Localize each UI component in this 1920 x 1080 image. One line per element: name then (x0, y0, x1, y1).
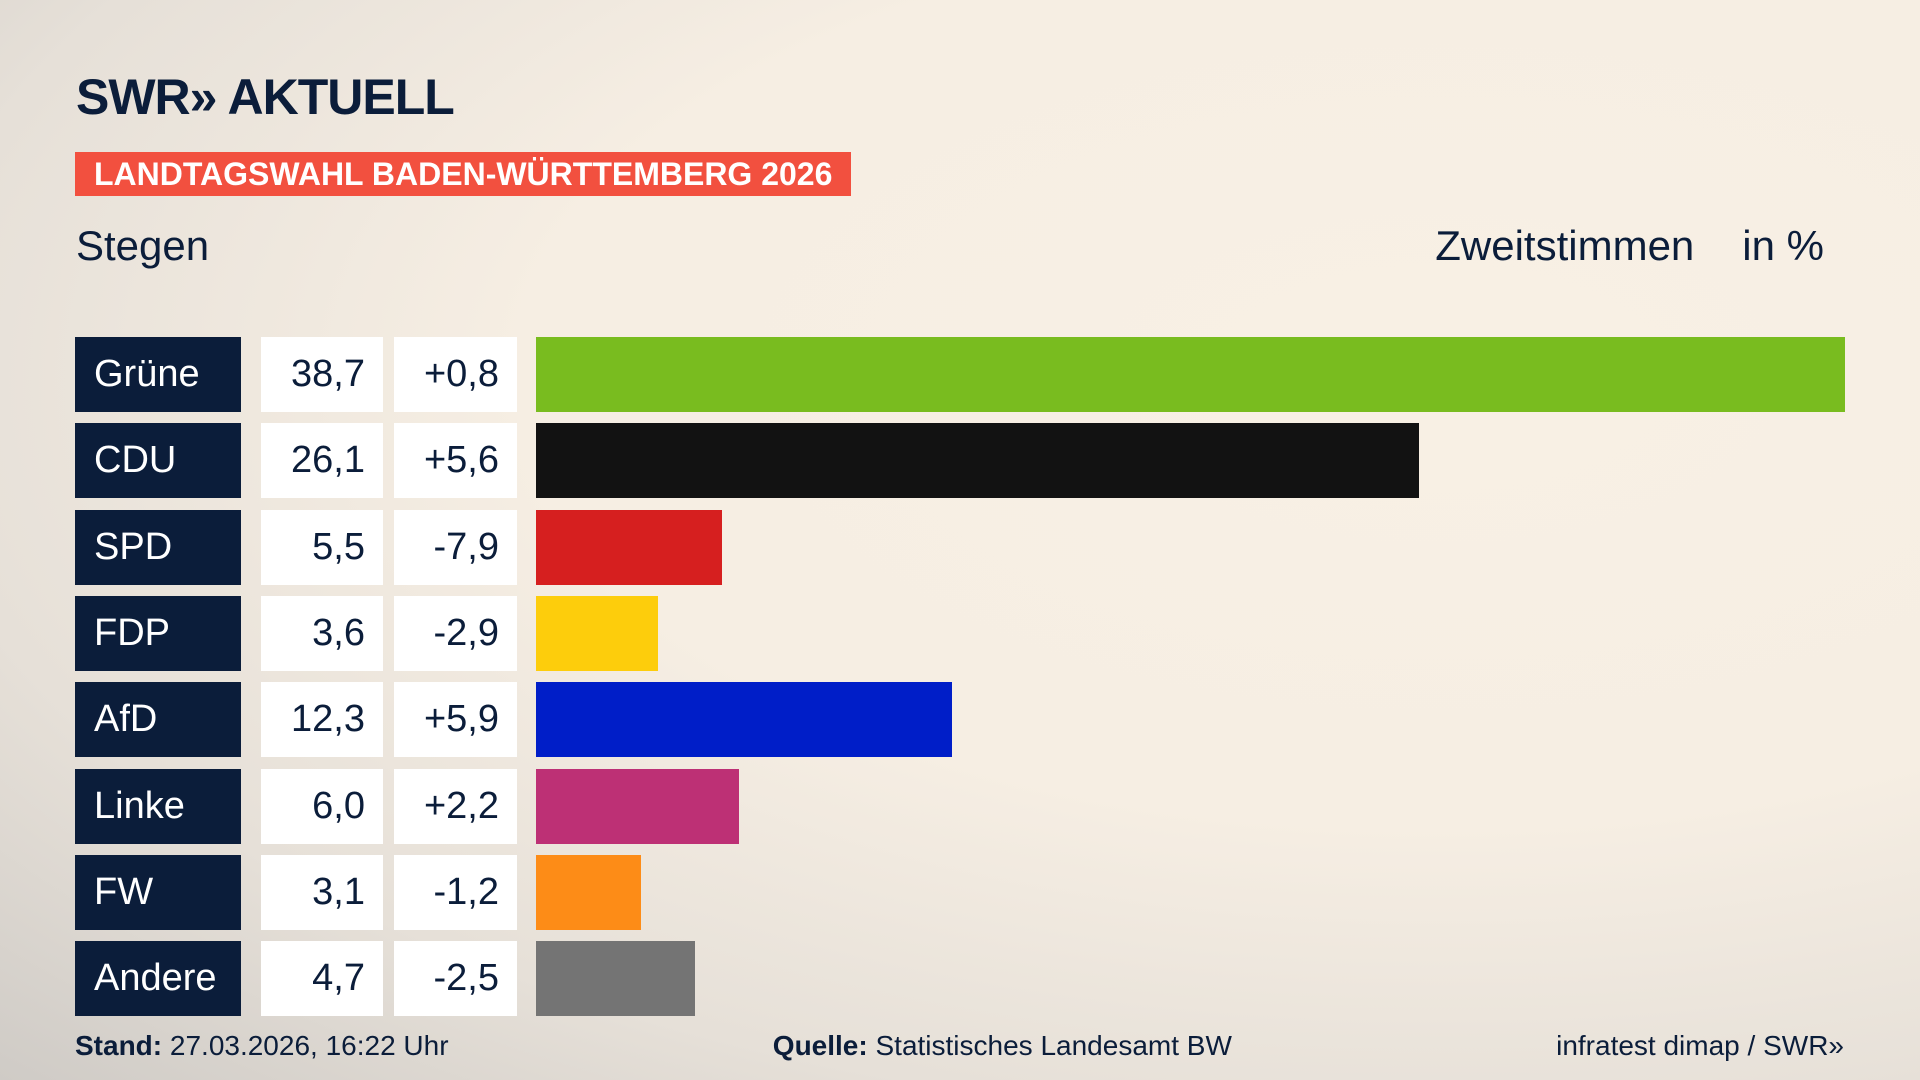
bar (536, 509, 723, 585)
diff-label: -2,5 (394, 941, 517, 1017)
election-banner: LANDTAGSWAHL BADEN-WÜRTTEMBERG 2026 (75, 152, 852, 196)
value-label: 3,1 (261, 854, 383, 930)
source: Quelle: Statistisches Landesamt BW (773, 1030, 1232, 1062)
location-title: Stegen (76, 222, 210, 269)
value-label: 26,1 (261, 423, 383, 499)
party-label: FDP (75, 595, 241, 671)
bar (536, 337, 1845, 412)
swr-aktuell-logo: SWR» AKTUELL (76, 69, 455, 125)
value-label: 12,3 (261, 682, 383, 758)
diff-label: +2,2 (394, 768, 517, 844)
timestamp: Stand: 27.03.2026, 16:22 Uhr (75, 1030, 449, 1062)
diff-label: -1,2 (394, 854, 517, 930)
source-value: Statistisches Landesamt BW (875, 1030, 1232, 1061)
bar (536, 768, 739, 844)
diff-label: +5,6 (394, 423, 517, 499)
unit-label: in % (1742, 222, 1824, 269)
party-label: Grüne (75, 337, 241, 412)
party-label: CDU (75, 423, 241, 499)
stand-label: Stand: (75, 1030, 163, 1061)
diff-label: -7,9 (394, 509, 517, 585)
value-label: 4,7 (261, 941, 383, 1017)
diff-label: -2,9 (394, 595, 517, 671)
value-label: 6,0 (261, 768, 383, 844)
bar (536, 941, 695, 1017)
bar (536, 423, 1419, 499)
party-label: SPD (75, 509, 241, 585)
subheader: Stegen Zweitstimmen in % (76, 222, 1824, 270)
value-label: 38,7 (261, 337, 383, 412)
party-label: Linke (75, 768, 241, 844)
credit: infratest dimap / SWR» (1556, 1030, 1844, 1061)
bar (536, 854, 641, 930)
value-label: 3,6 (261, 595, 383, 671)
footer: Stand: 27.03.2026, 16:22 Uhr Quelle: Sta… (75, 1030, 1844, 1062)
diff-label: +5,9 (394, 682, 517, 758)
stand-value: 27.03.2026, 16:22 Uhr (169, 1030, 449, 1061)
party-label: Andere (75, 941, 241, 1017)
diff-label: +0,8 (394, 337, 517, 412)
source-label: Quelle: (772, 1030, 868, 1061)
party-label: FW (75, 854, 241, 930)
bar (536, 595, 658, 671)
value-label: 5,5 (261, 509, 383, 585)
bar (536, 682, 953, 758)
party-label: AfD (75, 682, 241, 758)
measure-label: Zweitstimmen (1435, 222, 1695, 269)
